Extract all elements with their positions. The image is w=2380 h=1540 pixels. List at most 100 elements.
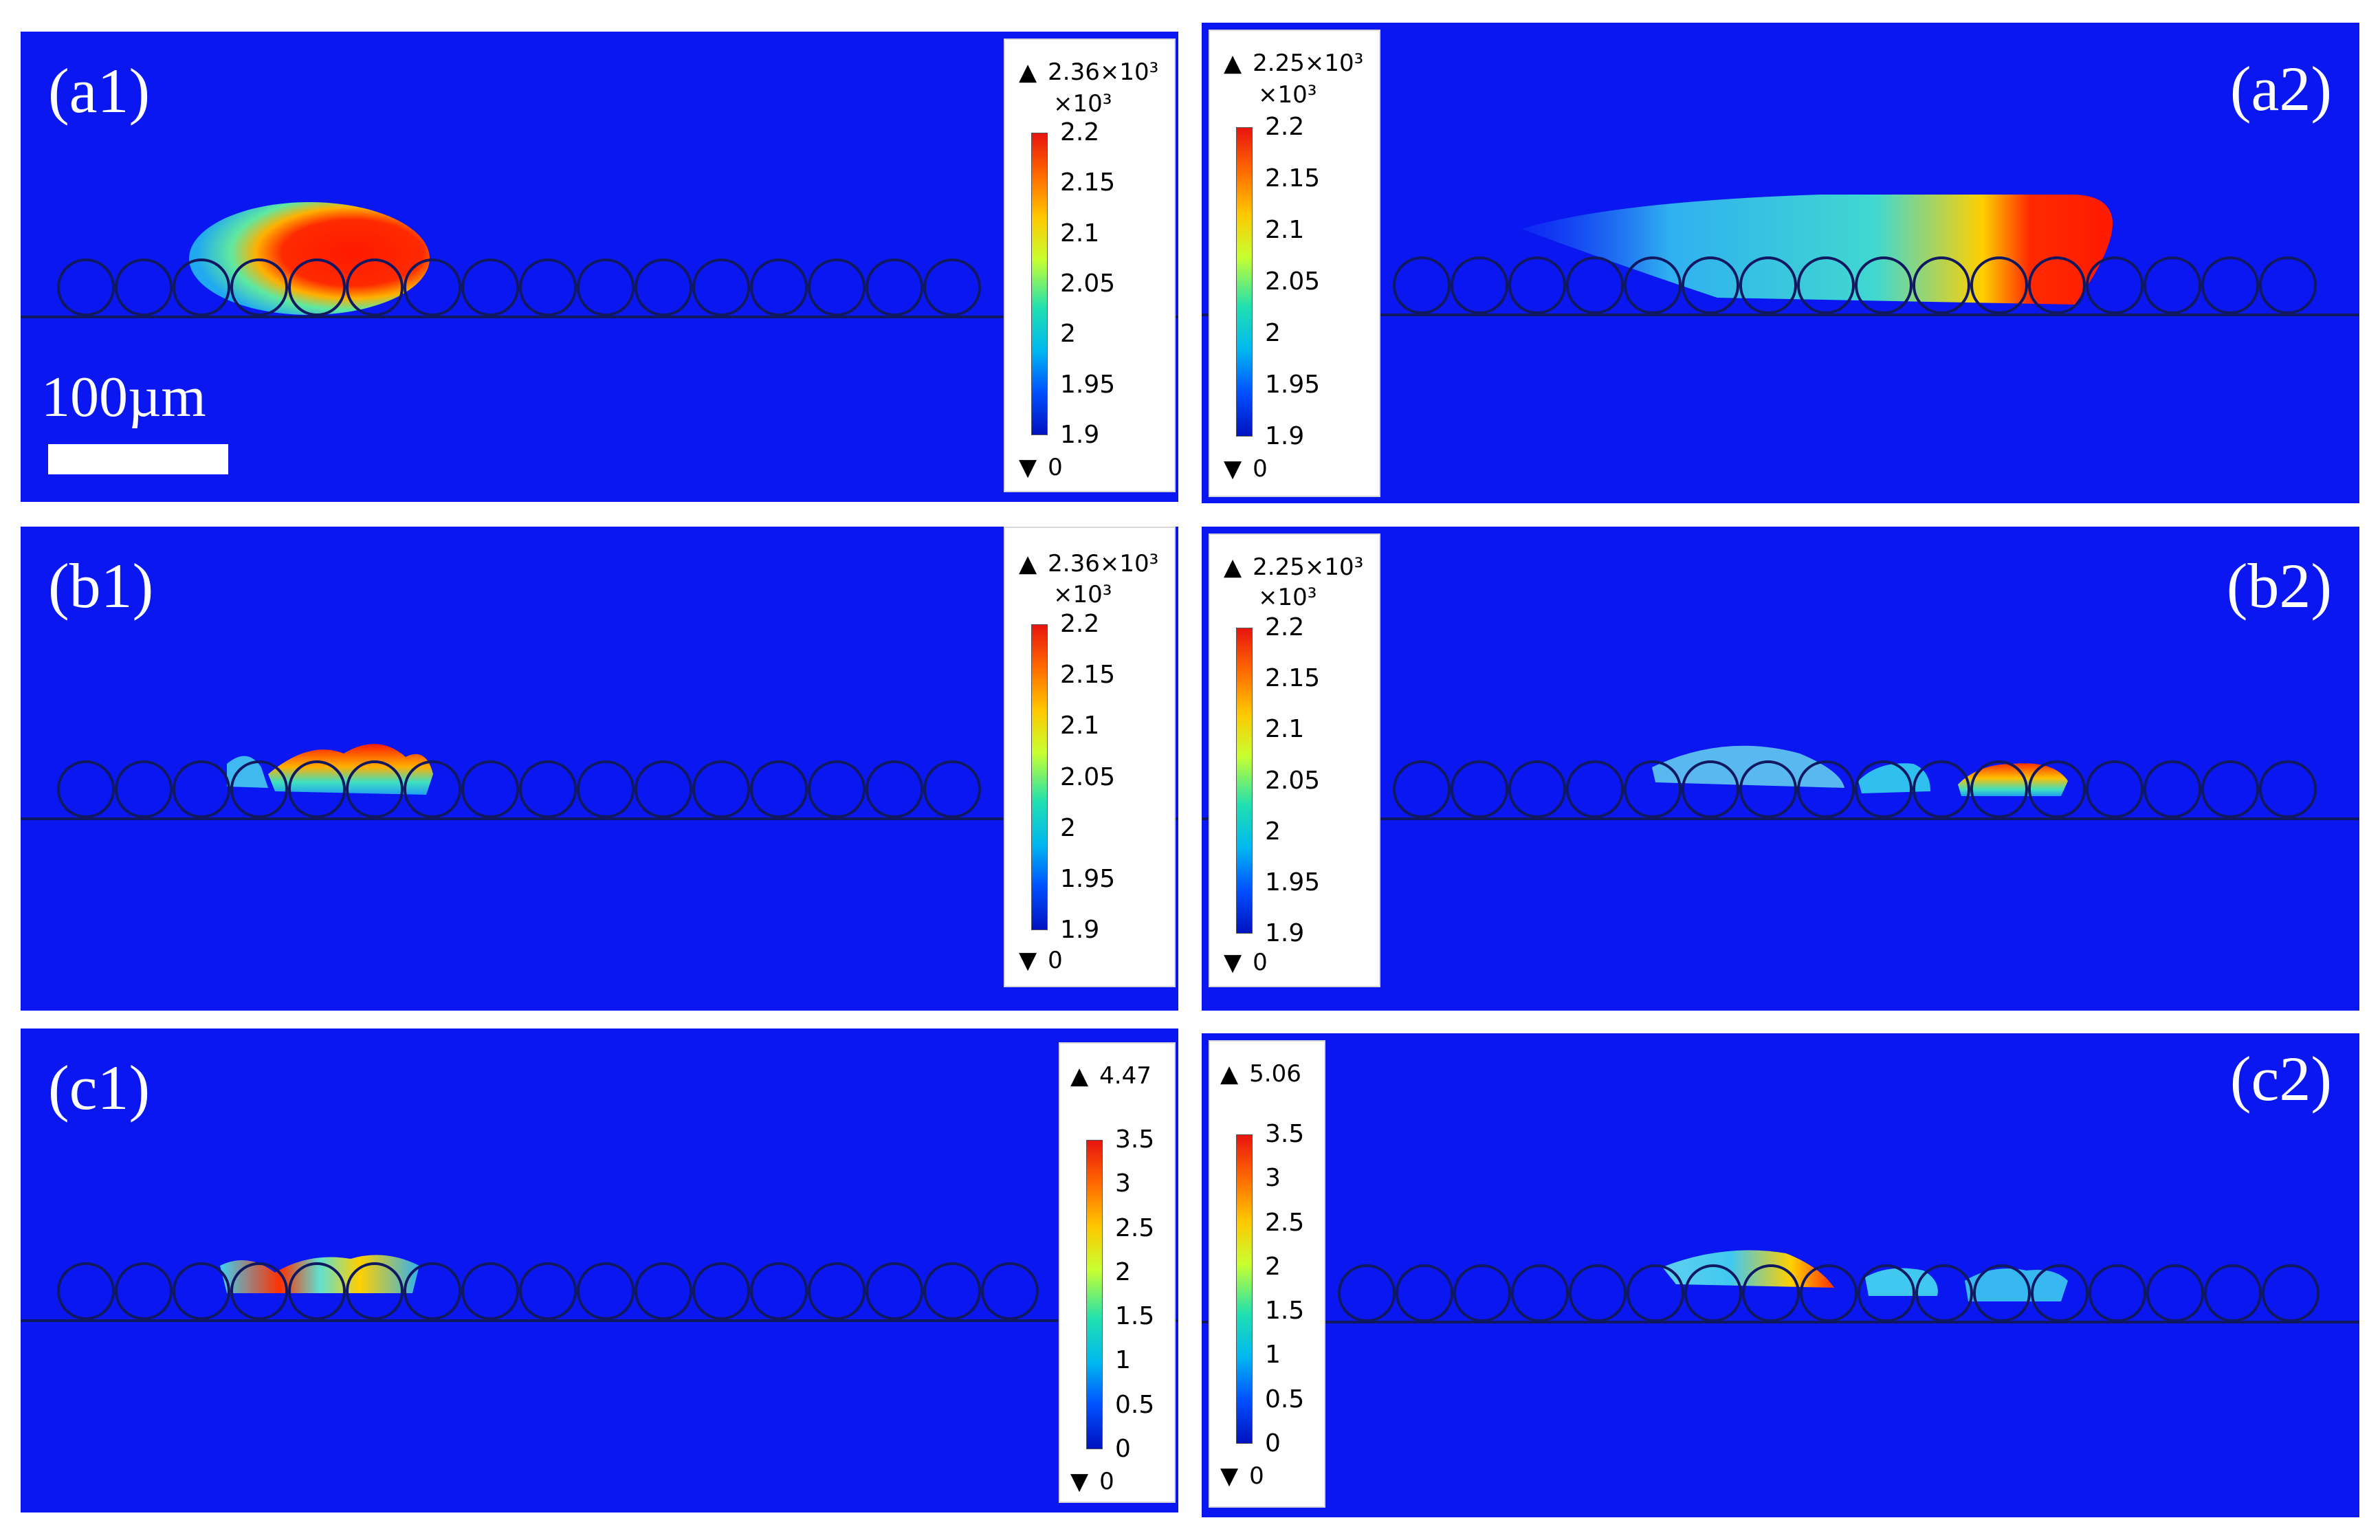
powder-particle <box>1797 256 1855 314</box>
powder-particle <box>346 1262 404 1320</box>
powder-particles <box>57 760 981 818</box>
powder-particles <box>1393 256 2317 314</box>
powder-particle <box>808 1262 866 1320</box>
powder-particle <box>115 1262 173 1320</box>
color-bar <box>1031 624 1048 930</box>
melt-pool <box>1652 745 1844 788</box>
powder-particle <box>2259 256 2317 314</box>
powder-particle <box>1855 760 1913 818</box>
legend-tick-label: 2 <box>1060 320 1076 349</box>
powder-particle <box>1682 760 1739 818</box>
powder-particle <box>1624 256 1682 314</box>
legend-multiplier: ×10³ <box>1053 581 1112 608</box>
legend-tick-label: 2.5 <box>1115 1213 1155 1242</box>
melt-pool <box>189 202 430 315</box>
panel-label: (b1) <box>48 551 154 621</box>
legend-min: 0 <box>1253 455 1268 483</box>
panel-c1: (c1) ▲ 4.47 3.5 3 2.5 2 1.5 1 0.5 0 ▼ 0 <box>19 1026 1180 1515</box>
powder-particle <box>173 760 230 818</box>
powder-particle <box>1627 1264 1684 1322</box>
powder-particle <box>115 258 173 316</box>
powder-particle <box>1508 760 1566 818</box>
powder-particle <box>404 258 461 316</box>
powder-particle <box>2144 760 2201 818</box>
powder-particle <box>1566 760 1624 818</box>
powder-particle <box>1511 1264 1569 1322</box>
powder-particle <box>404 760 461 818</box>
powder-particle <box>57 258 115 316</box>
legend-tick-label: 2.05 <box>1060 762 1116 791</box>
powder-particle <box>866 258 923 316</box>
powder-particle <box>1396 1264 1453 1322</box>
legend-tick-label: 2.1 <box>1265 216 1305 244</box>
panel-label: (a1) <box>48 56 151 126</box>
legend-max: 2.25×10³ <box>1253 553 1364 581</box>
color-legend: ▲ 2.36×10³ ×10³ 2.2 2.15 2.1 2.05 2 1.95 1.9 ▼ 0 <box>1004 527 1176 987</box>
legend-tick-label: 0.5 <box>1265 1385 1305 1414</box>
powder-particle <box>1624 760 1682 818</box>
color-bar <box>1236 127 1253 437</box>
up-triangle-icon: ▲ <box>1220 1060 1239 1088</box>
powder-particle <box>1566 256 1624 314</box>
powder-particle <box>1453 1264 1511 1322</box>
legend-max: 4.47 <box>1099 1062 1152 1090</box>
up-triangle-icon: ▲ <box>1019 550 1037 578</box>
powder-particle <box>461 760 519 818</box>
legend-tick-label: 1.9 <box>1060 916 1100 944</box>
legend-tick-label: 1.5 <box>1115 1302 1155 1331</box>
powder-particle <box>57 1262 115 1320</box>
legend-tick-label: 2 <box>1265 319 1281 347</box>
powder-particle <box>2089 1264 2146 1322</box>
legend-tick-label: 3.5 <box>1265 1120 1305 1148</box>
powder-particle <box>1970 256 2028 314</box>
panel-label: (b2) <box>2226 551 2332 621</box>
down-triangle-icon: ▼ <box>1224 949 1242 976</box>
legend-tick-label: 2.05 <box>1265 267 1321 296</box>
powder-particle <box>635 258 692 316</box>
powder-particle <box>635 760 692 818</box>
legend-max: 2.36×10³ <box>1048 58 1159 86</box>
powder-particle <box>692 258 750 316</box>
legend-tick-label: 2.15 <box>1265 664 1321 693</box>
legend-min: 0 <box>1099 1468 1114 1495</box>
legend-tick-label: 2.05 <box>1265 766 1321 795</box>
melt-pool-plot-a2 <box>1202 195 2359 316</box>
powder-particle <box>577 258 635 316</box>
powder-particle <box>346 760 404 818</box>
legend-max: 2.36×10³ <box>1048 550 1159 578</box>
powder-particle <box>2028 256 2086 314</box>
powder-particle <box>1913 760 1970 818</box>
powder-particle <box>981 1262 1039 1320</box>
legend-tick-label: 1.9 <box>1265 919 1305 947</box>
powder-particle <box>1913 256 1970 314</box>
powder-particle <box>692 1262 750 1320</box>
powder-particle <box>1508 256 1566 314</box>
powder-particle <box>750 760 808 818</box>
melt-pool <box>268 744 433 795</box>
powder-particle <box>808 258 866 316</box>
up-triangle-icon: ▲ <box>1070 1062 1089 1090</box>
melt-pool-plot-c1 <box>21 1255 1178 1322</box>
powder-particle <box>461 258 519 316</box>
powder-particle <box>577 1262 635 1320</box>
legend-tick-label: 2 <box>1265 1252 1281 1281</box>
powder-particle <box>230 760 288 818</box>
powder-particle <box>923 760 981 818</box>
legend-tick-label: 2.2 <box>1265 113 1305 141</box>
color-bar <box>1031 133 1048 435</box>
legend-tick-label: 1.95 <box>1060 864 1116 893</box>
color-bar <box>1236 628 1253 934</box>
legend-tick-label: 2 <box>1265 817 1281 846</box>
legend-tick-label: 2.15 <box>1265 164 1321 192</box>
legend-tick-label: 2 <box>1060 813 1076 842</box>
panel-label: (a2) <box>2229 54 2332 124</box>
powder-particle <box>173 258 230 316</box>
legend-multiplier: ×10³ <box>1053 90 1112 118</box>
legend-tick-label: 0.5 <box>1115 1390 1155 1419</box>
legend-tick-label: 1.95 <box>1265 371 1321 399</box>
legend-tick-label: 2.2 <box>1060 610 1100 638</box>
legend-tick-label: 2.1 <box>1265 715 1305 744</box>
powder-particle <box>2028 760 2086 818</box>
color-legend: ▲ 2.36×10³ ×10³ 2.2 2.15 2.1 2.05 2 1.95 1.9 ▼ 0 <box>1004 38 1176 492</box>
color-legend: ▲ 2.25×10³ ×10³ 2.2 2.15 2.1 2.05 2 1.95 1.9 ▼ 0 <box>1209 30 1380 497</box>
